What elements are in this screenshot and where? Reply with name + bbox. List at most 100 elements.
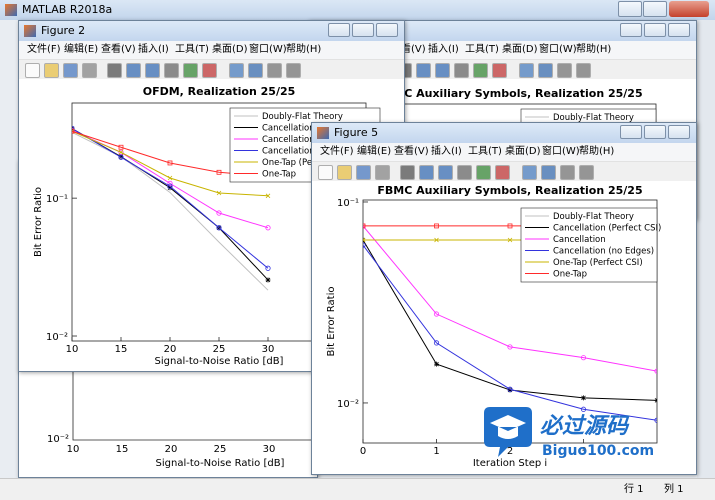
marker bbox=[265, 277, 271, 283]
tool-button[interactable] bbox=[457, 165, 472, 180]
tool-button[interactable] bbox=[579, 165, 594, 180]
menu-item[interactable]: 桌面(D) bbox=[212, 44, 248, 55]
tool-button[interactable] bbox=[473, 63, 488, 78]
legend-label: Cancellation bbox=[553, 235, 606, 245]
menu-item[interactable]: 编辑(E) bbox=[64, 44, 99, 55]
tool-button[interactable] bbox=[435, 63, 450, 78]
tool-button[interactable] bbox=[63, 63, 78, 78]
chart-title: OFDM, Realization 25/25 bbox=[143, 85, 296, 98]
tool-button[interactable] bbox=[541, 165, 556, 180]
menu-item[interactable]: 窗口(W) bbox=[249, 44, 287, 55]
marker bbox=[580, 355, 587, 361]
main-title-bar: MATLAB R2018a bbox=[0, 0, 715, 20]
tool-button[interactable] bbox=[126, 63, 141, 78]
x-tick-label: 15 bbox=[115, 344, 128, 355]
menu-item[interactable]: 查看(V) bbox=[394, 146, 429, 157]
tool-button[interactable] bbox=[476, 165, 491, 180]
menu-item[interactable]: 工具(T) bbox=[468, 146, 502, 157]
tool-button[interactable] bbox=[492, 63, 507, 78]
marker bbox=[118, 150, 124, 155]
menu-item[interactable]: 文件(F) bbox=[27, 44, 61, 55]
tool-button[interactable] bbox=[286, 63, 301, 78]
menu-item[interactable]: 帮助(H) bbox=[576, 44, 612, 55]
menu-item[interactable]: 文件(F) bbox=[320, 146, 354, 157]
tool-button[interactable] bbox=[560, 165, 575, 180]
menu-item[interactable]: 窗口(W) bbox=[542, 146, 580, 157]
main-close[interactable] bbox=[669, 1, 709, 17]
tool-button[interactable] bbox=[538, 63, 553, 78]
menu-item[interactable]: 插入(I) bbox=[138, 44, 169, 55]
tool-button[interactable] bbox=[267, 63, 282, 78]
x-tick-label: 3 bbox=[580, 446, 586, 457]
window-maximize[interactable] bbox=[352, 23, 374, 37]
tool-button[interactable] bbox=[107, 63, 122, 78]
tool-button[interactable] bbox=[248, 63, 263, 78]
legend-label: Doubly-Flat Theory bbox=[262, 112, 343, 122]
menu-item[interactable]: 工具(T) bbox=[465, 44, 499, 55]
marker bbox=[118, 144, 124, 150]
watermark-name: 必过源码 bbox=[540, 414, 630, 439]
title-bar: Figure 5 bbox=[312, 123, 696, 143]
tool-button[interactable] bbox=[82, 63, 97, 78]
tool-button[interactable] bbox=[519, 63, 534, 78]
marker bbox=[167, 183, 173, 189]
window-maximize[interactable] bbox=[644, 23, 666, 37]
tool-button[interactable] bbox=[576, 63, 591, 78]
x-tick-label: 0 bbox=[360, 446, 366, 457]
tool-button[interactable] bbox=[375, 165, 390, 180]
menu-item[interactable]: 窗口(W) bbox=[539, 44, 577, 55]
series-line bbox=[363, 244, 657, 421]
menu-item[interactable]: 帮助(H) bbox=[286, 44, 322, 55]
tool-button[interactable] bbox=[318, 165, 333, 180]
y-tick-label: 10⁻¹ bbox=[337, 198, 359, 209]
tool-button[interactable] bbox=[145, 63, 160, 78]
menu-item[interactable]: 桌面(D) bbox=[505, 146, 541, 157]
x-axis-label: Signal-to-Noise Ratio [dB] bbox=[155, 356, 284, 367]
menu-item[interactable]: 插入(I) bbox=[431, 146, 462, 157]
menu-item[interactable]: 查看(V) bbox=[101, 44, 136, 55]
window-maximize[interactable] bbox=[644, 125, 666, 139]
window-close[interactable] bbox=[376, 23, 398, 37]
tool-button[interactable] bbox=[416, 63, 431, 78]
toolbar bbox=[19, 60, 404, 81]
marker bbox=[507, 344, 513, 350]
main-maximize[interactable] bbox=[643, 1, 667, 17]
series-group bbox=[72, 125, 271, 291]
tool-button[interactable] bbox=[495, 165, 510, 180]
tool-button[interactable] bbox=[557, 63, 572, 78]
tool-button[interactable] bbox=[356, 165, 371, 180]
window-close[interactable] bbox=[668, 125, 690, 139]
marker bbox=[118, 149, 124, 155]
menu-item[interactable]: 查看(V) bbox=[391, 44, 426, 55]
tool-button[interactable] bbox=[229, 63, 244, 78]
app-icon bbox=[5, 4, 17, 16]
marker bbox=[118, 154, 124, 160]
tool-button[interactable] bbox=[25, 63, 40, 78]
tool-button[interactable] bbox=[44, 63, 59, 78]
main-minimize[interactable] bbox=[618, 1, 642, 17]
tool-button[interactable] bbox=[202, 63, 217, 78]
tool-button[interactable] bbox=[522, 165, 537, 180]
marker bbox=[434, 361, 439, 367]
tool-button[interactable] bbox=[183, 63, 198, 78]
tool-button[interactable] bbox=[454, 63, 469, 78]
window-close[interactable] bbox=[668, 23, 690, 37]
menu-item[interactable]: 编辑(E) bbox=[357, 146, 392, 157]
marker bbox=[265, 225, 271, 231]
menu-item[interactable]: 插入(I) bbox=[428, 44, 459, 55]
window-minimize[interactable] bbox=[620, 125, 642, 139]
tool-button[interactable] bbox=[164, 63, 179, 78]
window-icon bbox=[317, 127, 329, 139]
tool-button[interactable] bbox=[400, 165, 415, 180]
tool-button[interactable] bbox=[337, 165, 352, 180]
menu-item[interactable]: 帮助(H) bbox=[579, 146, 615, 157]
tool-button[interactable] bbox=[419, 165, 434, 180]
window-minimize[interactable] bbox=[620, 23, 642, 37]
menu-item[interactable]: 桌面(D) bbox=[502, 44, 538, 55]
menu-item[interactable]: 工具(T) bbox=[175, 44, 209, 55]
marker bbox=[118, 154, 124, 160]
tool-button[interactable] bbox=[438, 165, 453, 180]
status-bar: 行 1 列 1 bbox=[0, 478, 715, 500]
window-minimize[interactable] bbox=[328, 23, 350, 37]
